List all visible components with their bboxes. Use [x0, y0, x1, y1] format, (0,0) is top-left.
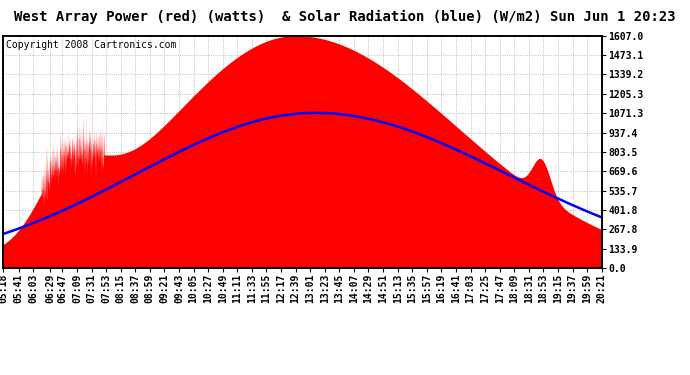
- Text: Copyright 2008 Cartronics.com: Copyright 2008 Cartronics.com: [6, 40, 177, 50]
- Text: West Array Power (red) (watts)  & Solar Radiation (blue) (W/m2) Sun Jun 1 20:23: West Array Power (red) (watts) & Solar R…: [14, 9, 676, 24]
